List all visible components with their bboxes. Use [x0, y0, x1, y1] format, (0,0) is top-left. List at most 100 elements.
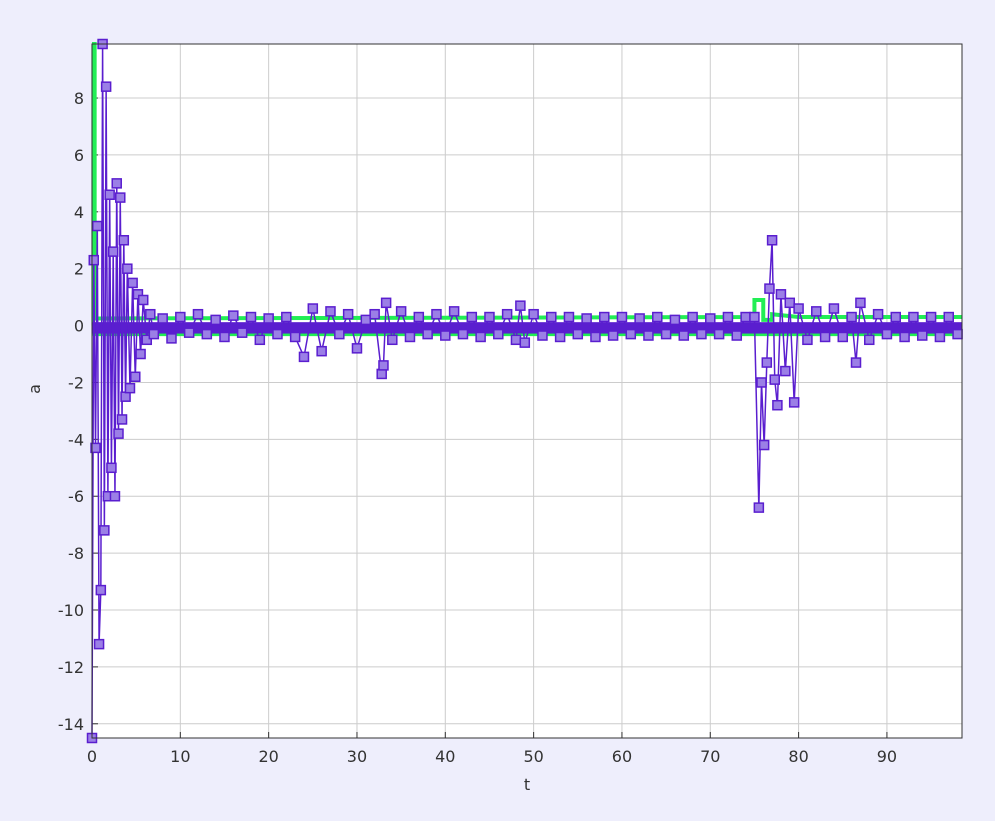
series-point	[652, 311, 663, 323]
x-tick-label: 70	[700, 747, 720, 766]
series-point	[113, 428, 124, 439]
y-tick-label: 6	[74, 146, 84, 165]
series-point	[440, 330, 451, 341]
series-point	[749, 311, 760, 323]
x-tick-label: 60	[612, 747, 632, 766]
series-point	[376, 368, 387, 380]
series-point	[448, 306, 460, 317]
series-point	[201, 328, 213, 340]
series-point	[141, 334, 153, 346]
series-point	[696, 328, 707, 340]
series-point	[90, 442, 101, 454]
series-point	[307, 303, 319, 314]
plot-frame	[91, 43, 963, 739]
series-point	[116, 414, 128, 425]
series-point	[705, 313, 716, 324]
x-tick-label: 80	[788, 747, 808, 766]
series-point	[772, 399, 783, 411]
series-point	[764, 283, 775, 294]
series-point	[157, 313, 168, 324]
series-point	[775, 289, 787, 300]
plot-area	[92, 44, 962, 738]
y-tick-label: -14	[58, 715, 84, 734]
series-point	[925, 311, 937, 323]
series-point	[192, 308, 204, 320]
series-point	[758, 439, 770, 451]
y-tick-label: 8	[74, 89, 84, 108]
series-point	[228, 310, 239, 321]
series-point	[137, 294, 149, 306]
y-tick-label: -6	[68, 487, 84, 506]
series-point	[457, 328, 469, 340]
series-point	[811, 306, 822, 317]
series-point	[934, 331, 946, 343]
series-point	[413, 311, 425, 323]
series-point	[475, 331, 486, 343]
series-point	[850, 357, 862, 368]
series-point	[107, 246, 119, 257]
series-point	[135, 348, 146, 360]
series-point	[122, 263, 133, 274]
series-point	[943, 311, 955, 323]
series-point	[766, 235, 778, 246]
series-point	[484, 311, 495, 323]
series-point	[581, 313, 592, 324]
x-tick-label: 50	[523, 747, 543, 766]
series-point	[92, 220, 103, 232]
series-point	[404, 331, 416, 343]
y-tick-label: -4	[68, 430, 84, 449]
series-point	[93, 638, 105, 650]
series-point	[952, 328, 963, 340]
series-point	[298, 351, 310, 363]
series-point	[466, 311, 478, 323]
series-point	[118, 235, 130, 246]
y-tick-label: -10	[58, 601, 84, 620]
series-point	[501, 308, 513, 320]
series-point	[100, 81, 112, 92]
series-point	[120, 391, 131, 402]
y-tick-label: 2	[74, 260, 84, 279]
series-point	[130, 371, 141, 383]
series-point	[784, 297, 796, 309]
series-point	[872, 308, 884, 320]
series-point	[493, 328, 504, 340]
series-point	[546, 311, 557, 323]
series-point	[756, 377, 767, 388]
series-point	[713, 328, 725, 340]
series-point	[281, 311, 292, 323]
series-point	[334, 328, 345, 340]
series-point	[166, 333, 177, 344]
series-point	[740, 311, 751, 323]
x-tick-label: 90	[877, 747, 897, 766]
series-point	[917, 330, 928, 341]
series-point	[769, 374, 781, 385]
series-point	[616, 311, 628, 323]
series-point	[687, 311, 698, 323]
series-point	[761, 357, 773, 368]
series-dense-band	[92, 322, 962, 334]
series-point	[360, 314, 372, 326]
y-tick-labels: 8 6 4 2 0 -2 -4 -6 -8 -10 -12 -14	[58, 89, 84, 734]
series-point	[88, 254, 100, 266]
series-point	[272, 328, 283, 340]
series-point	[788, 397, 800, 408]
series-point	[510, 334, 522, 346]
series-point	[99, 525, 110, 536]
series-point	[731, 330, 743, 341]
series-point	[325, 306, 336, 317]
y-tick-label: -12	[58, 658, 84, 677]
series-point	[572, 328, 584, 340]
series-point	[351, 343, 363, 354]
series-point	[106, 462, 117, 474]
series-point	[380, 297, 392, 309]
series-point	[115, 192, 126, 203]
series-point	[395, 306, 407, 317]
series-point	[111, 178, 122, 189]
series-point	[422, 328, 433, 340]
series-point	[753, 502, 765, 513]
y-tick-label: -2	[68, 373, 84, 392]
series-point	[908, 311, 919, 323]
series-point	[802, 334, 813, 346]
